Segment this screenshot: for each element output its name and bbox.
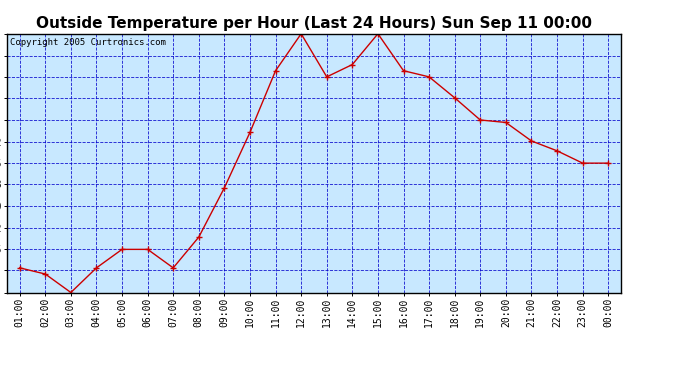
Text: Copyright 2005 Curtronics.com: Copyright 2005 Curtronics.com [10,38,166,46]
Title: Outside Temperature per Hour (Last 24 Hours) Sun Sep 11 00:00: Outside Temperature per Hour (Last 24 Ho… [36,16,592,31]
